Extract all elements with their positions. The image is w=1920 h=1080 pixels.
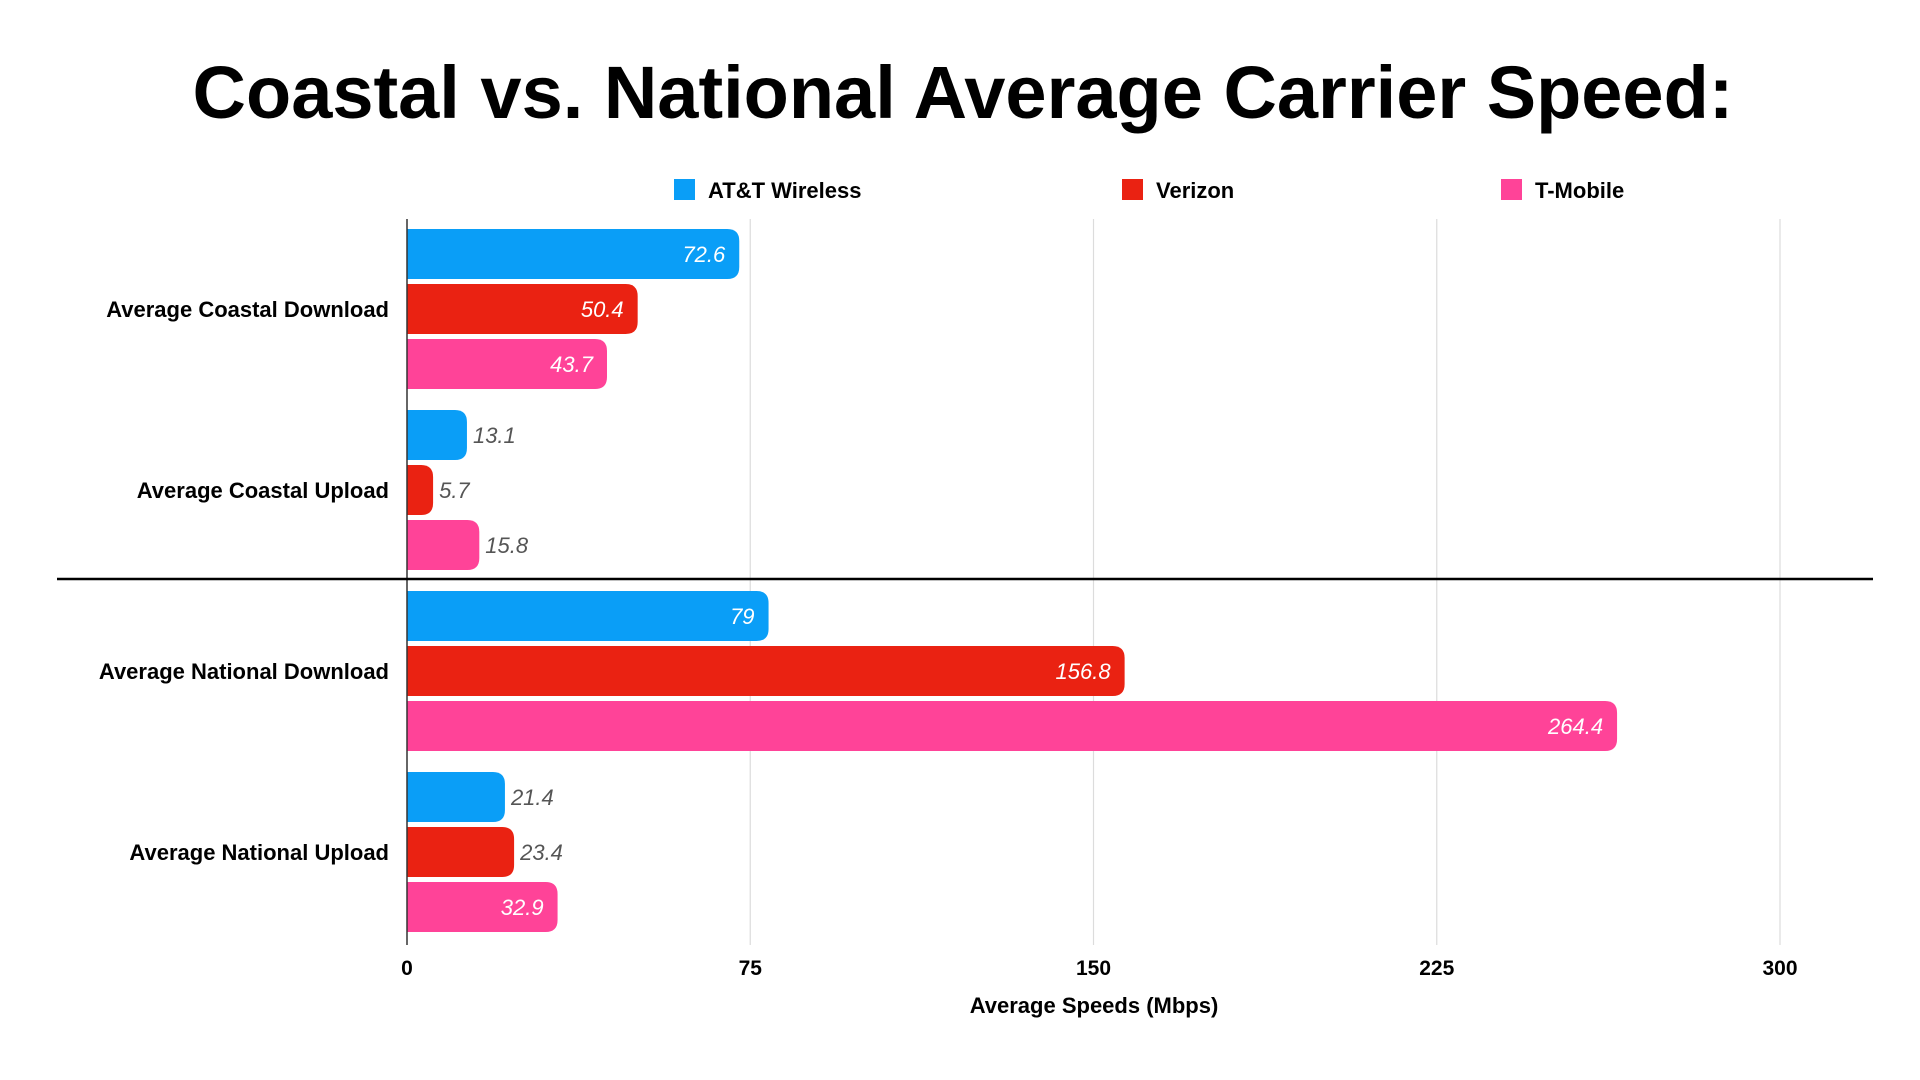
x-tick-label-300: 300: [1762, 957, 1797, 980]
gridlines: [749, 219, 1781, 945]
category-labels: Average Coastal Download Average Coastal …: [99, 297, 389, 865]
bars: [407, 229, 1618, 932]
value-label-verizon-3: 23.4: [519, 840, 563, 865]
value-label-t-mobile-0: 43.7: [550, 352, 594, 377]
bar-at-t-wireless-0: [407, 229, 740, 279]
bar-t-mobile-0: [407, 339, 608, 389]
legend-swatch-at-t-wireless: [674, 179, 695, 200]
x-tick-label-225: 225: [1419, 957, 1454, 980]
bar-at-t-wireless-1: [407, 410, 467, 460]
value-label-at-t-wireless-2: 79: [730, 604, 754, 629]
legend-label-t-mobile: T-Mobile: [1535, 178, 1624, 203]
value-labels: 72.6 13.1 79 21.4 50.4 5.7 156.8 23.4 43.7 15.8 26…: [439, 242, 1603, 920]
value-label-verizon-1: 5.7: [439, 478, 470, 503]
value-label-at-t-wireless-0: 72.6: [682, 242, 726, 267]
value-label-verizon-0: 50.4: [581, 297, 624, 322]
category-label-average-coastal-download: Average Coastal Download: [106, 297, 389, 322]
bar-t-mobile-3: [407, 882, 558, 932]
legend-swatch-verizon: [1122, 179, 1143, 200]
bar-verizon-0: [407, 284, 638, 334]
value-label-at-t-wireless-1: 13.1: [473, 423, 516, 448]
category-label-average-national-download: Average National Download: [99, 659, 389, 684]
value-label-at-t-wireless-3: 21.4: [510, 785, 554, 810]
x-ticks: 0 75 150 225 300: [401, 957, 1797, 980]
x-tick-label-75: 75: [739, 957, 763, 980]
bar-verizon-2: [407, 646, 1125, 696]
legend: AT&T Wireless Verizon T-Mobile: [674, 178, 1624, 203]
value-label-t-mobile-2: 264.4: [1547, 714, 1603, 739]
category-label-average-coastal-upload: Average Coastal Upload: [137, 478, 389, 503]
legend-label-verizon: Verizon: [1156, 178, 1234, 203]
bar-t-mobile-2: [407, 701, 1618, 751]
legend-label-at-t-wireless: AT&T Wireless: [708, 178, 861, 203]
value-label-t-mobile-3: 32.9: [501, 895, 544, 920]
legend-swatch-t-mobile: [1501, 179, 1522, 200]
bar-t-mobile-1: [407, 520, 480, 570]
bar-at-t-wireless-2: [407, 591, 769, 641]
chart-title: Coastal vs. National Average Carrier Spe…: [193, 51, 1734, 134]
value-label-t-mobile-1: 15.8: [485, 533, 529, 558]
bar-verizon-3: [407, 827, 515, 877]
value-label-verizon-2: 156.8: [1056, 659, 1112, 684]
x-axis-label: Average Speeds (Mbps): [970, 993, 1219, 1018]
bar-at-t-wireless-3: [407, 772, 505, 822]
bar-verizon-1: [407, 465, 434, 515]
x-tick-label-150: 150: [1076, 957, 1111, 980]
category-label-average-national-upload: Average National Upload: [129, 840, 389, 865]
x-tick-label-0: 0: [401, 957, 413, 980]
